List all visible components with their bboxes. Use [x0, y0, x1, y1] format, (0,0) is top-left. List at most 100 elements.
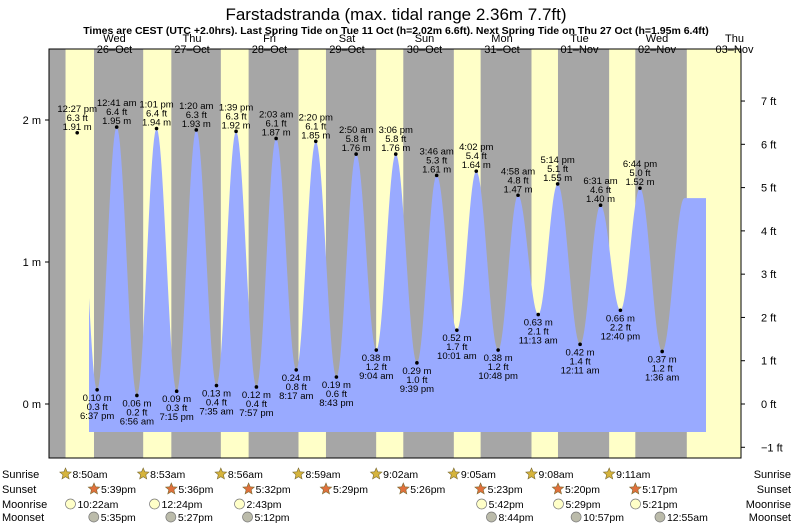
day-labels: Wed26–OctThu27–OctFri28–OctSat29–OctSun3… — [97, 33, 754, 56]
low-tide-label: 1.2 ft — [366, 362, 387, 373]
sunset-icon — [396, 482, 410, 495]
low-tide-label: 0.52 m — [442, 333, 471, 344]
low-tide-label: 0.19 m — [322, 380, 351, 391]
sunset-time: 5:36pm — [178, 484, 213, 496]
low-tide-point — [95, 388, 99, 392]
high-tide-label: 5.8 ft — [346, 134, 367, 145]
left-tick-label: 2 m — [23, 115, 41, 127]
high-tide-label: 12:27 pm — [57, 104, 97, 115]
low-tide-label: 1.0 ft — [406, 375, 427, 386]
low-tide-point — [135, 393, 139, 398]
moonset-icon — [242, 511, 253, 523]
low-tide-label: 0.10 m — [83, 393, 112, 404]
high-tide-point — [474, 169, 479, 173]
low-tide-label: 0.13 m — [202, 389, 231, 400]
moonrise-time: 2:43pm — [247, 499, 282, 511]
moonrise-icon — [234, 498, 245, 510]
low-tide-label: 0.29 m — [402, 366, 431, 377]
sunset-time: 5:17pm — [642, 484, 677, 496]
high-tide-point — [274, 136, 278, 141]
moonset-icon — [570, 511, 582, 523]
sunrise-time: 8:50am — [73, 469, 108, 481]
moonrise-icon — [149, 498, 160, 510]
row-label-right: Sunrise — [754, 469, 791, 481]
moonset-time: 10:57pm — [583, 512, 624, 524]
moonset-time: 5:35pm — [101, 512, 136, 524]
low-tide-point — [578, 342, 582, 347]
low-tide-label: 8:43 pm — [319, 398, 353, 409]
day-date: 27–Oct — [174, 44, 209, 56]
high-tide-label: 5.1 ft — [547, 164, 568, 175]
low-tide-label: 0.42 m — [566, 347, 595, 358]
high-tide-point — [555, 182, 560, 186]
moonrise-icon — [553, 498, 564, 510]
low-tide-point — [334, 375, 339, 379]
high-tide-point — [234, 129, 238, 134]
low-tide-label: 2.2 ft — [610, 322, 631, 333]
moonrise-time: 5:21pm — [643, 499, 678, 511]
sunset-icon — [474, 482, 488, 495]
high-tide-point — [434, 173, 439, 178]
sunrise-time: 8:53am — [150, 469, 185, 481]
low-tide-point — [174, 389, 179, 394]
high-tide-label: 1.92 m — [222, 120, 251, 131]
sunrise-time: 9:02am — [383, 469, 418, 481]
moonset-time: 5:27pm — [178, 512, 213, 524]
high-tide-label: 6.4 ft — [106, 107, 127, 118]
left-tick-label: 1 m — [23, 257, 41, 269]
low-tide-label: 1.4 ft — [570, 356, 591, 367]
low-tide-label: 0.38 m — [362, 353, 391, 364]
low-tide-label: 6:37 pm — [80, 411, 114, 422]
high-tide-point — [354, 152, 358, 156]
sunrise-icon — [602, 467, 616, 480]
right-tick-label: 7 ft — [761, 96, 776, 108]
low-tide-point — [455, 328, 459, 332]
moonrise-time: 5:42pm — [489, 499, 524, 511]
high-tide-label: 1.52 m — [625, 177, 654, 188]
moonrise-icon — [476, 498, 488, 510]
low-tide-label: 11:13 am — [519, 336, 558, 347]
row-label-right: Sunset — [757, 484, 791, 496]
high-tide-label: 1.93 m — [182, 119, 211, 130]
low-tide-label: 12:11 am — [561, 365, 600, 376]
day-of-week: Fri — [263, 33, 276, 45]
day-of-week: Thu — [183, 33, 202, 45]
low-tide-label: 0.3 ft — [87, 402, 108, 413]
right-tick-label: 3 ft — [761, 269, 776, 281]
high-tide-label: 4.8 ft — [507, 175, 528, 186]
low-tide-label: 0.4 ft — [206, 398, 227, 409]
low-tide-label: 10:48 pm — [478, 371, 518, 382]
low-tide-label: 1.2 ft — [488, 362, 509, 373]
sunset-icon — [87, 482, 101, 495]
moonset-time: 5:12pm — [255, 512, 290, 524]
sunset-time: 5:32pm — [256, 484, 291, 496]
low-tide-label: 9:04 am — [359, 371, 393, 382]
high-tide-label: 1.91 m — [63, 122, 92, 133]
low-tide-point — [415, 361, 419, 365]
low-tide-label: 0.38 m — [484, 353, 513, 364]
low-tide-point — [254, 385, 259, 389]
day-date: 29–Oct — [329, 44, 364, 56]
sunrise-icon — [369, 467, 383, 480]
high-tide-label: 2:50 am — [339, 125, 373, 136]
high-tide-label: 1.76 m — [342, 143, 371, 154]
day-of-week: Mon — [491, 33, 512, 45]
sunset-icon — [164, 482, 178, 495]
sunset-time: 5:39pm — [101, 484, 136, 496]
moonset-time: 12:55am — [667, 512, 708, 524]
right-tick-label: 1 ft — [761, 356, 776, 368]
row-label-right: Moonrise — [746, 499, 791, 511]
sunset-icon — [242, 482, 256, 495]
tide-curve — [89, 127, 706, 433]
high-tide-label: 1.55 m — [543, 173, 572, 184]
sunrise-time: 9:05am — [461, 469, 496, 481]
day-date: 03–Nov — [716, 44, 754, 56]
low-tide-label: 9:39 pm — [400, 384, 434, 395]
high-tide-label: 3:06 pm — [379, 125, 413, 136]
sunrise-icon — [59, 467, 72, 480]
day-of-week: Thu — [725, 33, 744, 45]
high-tide-label: 1.94 m — [142, 118, 171, 129]
high-tide-label: 6:44 pm — [623, 159, 657, 170]
high-tide-label: 1.76 m — [381, 143, 410, 154]
day-of-week: Wed — [103, 33, 125, 45]
